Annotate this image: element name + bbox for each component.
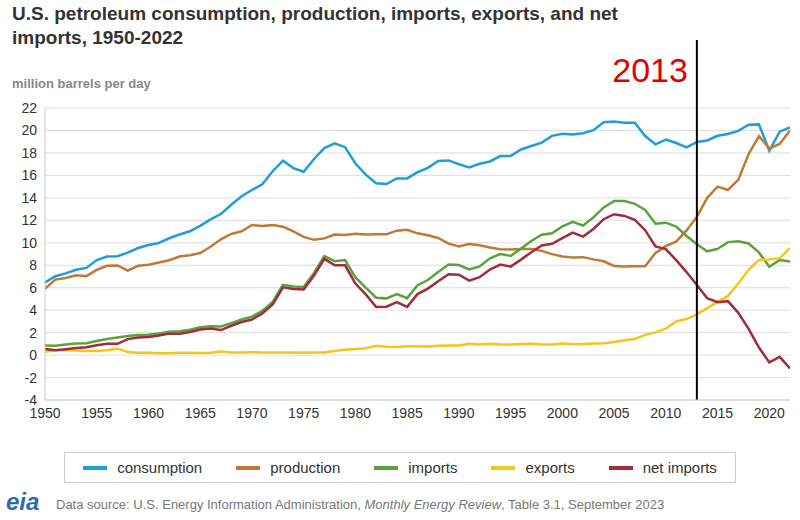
svg-text:2013: 2013 (612, 51, 688, 89)
svg-text:1970: 1970 (236, 405, 267, 421)
svg-text:2000: 2000 (547, 405, 578, 421)
html-text:eia: eia (6, 488, 40, 515)
html-text:U.S. petroleum consumption, pr: U.S. petroleum consumption, production, … (12, 3, 618, 48)
html-text:production: production (270, 459, 341, 476)
svg-text:14: 14 (21, 190, 37, 206)
svg-text:-4: -4 (25, 392, 38, 408)
svg-text:2: 2 (29, 325, 37, 341)
html-text:net imports: net imports (642, 459, 717, 476)
svg-text:2015: 2015 (702, 405, 733, 421)
svg-text:12: 12 (21, 212, 37, 228)
svg-text:2005: 2005 (599, 405, 630, 421)
svg-text:1965: 1965 (185, 405, 216, 421)
svg-text:10: 10 (21, 235, 37, 251)
svg-text:0: 0 (29, 347, 37, 363)
svg-text:1950: 1950 (29, 404, 61, 421)
svg-text:8: 8 (29, 257, 37, 273)
svg-text:18: 18 (21, 145, 37, 161)
html-text:exports: exports (525, 459, 575, 476)
svg-text:22: 22 (21, 100, 37, 116)
html-text:imports: imports (408, 459, 458, 476)
svg-text:1955: 1955 (81, 405, 112, 421)
svg-text:6: 6 (29, 280, 37, 296)
svg-text:20: 20 (21, 122, 37, 138)
svg-text:1990: 1990 (443, 405, 474, 421)
svg-text:1980: 1980 (340, 405, 371, 421)
svg-text:1960: 1960 (133, 405, 164, 421)
html-text:consumption: consumption (117, 459, 203, 476)
svg-text:2010: 2010 (650, 405, 681, 421)
svg-text:-2: -2 (25, 370, 38, 386)
svg-text:2020: 2020 (754, 405, 785, 421)
svg-text:1975: 1975 (288, 405, 319, 421)
html-text:million barrels per day: million barrels per day (12, 76, 151, 91)
html-text:Data source: U.S. Energy Infor: Data source: U.S. Energy Information Adm… (56, 497, 665, 512)
svg-text:1995: 1995 (495, 405, 526, 421)
svg-text:4: 4 (29, 302, 37, 318)
svg-text:1985: 1985 (392, 405, 423, 421)
svg-text:16: 16 (21, 167, 37, 183)
